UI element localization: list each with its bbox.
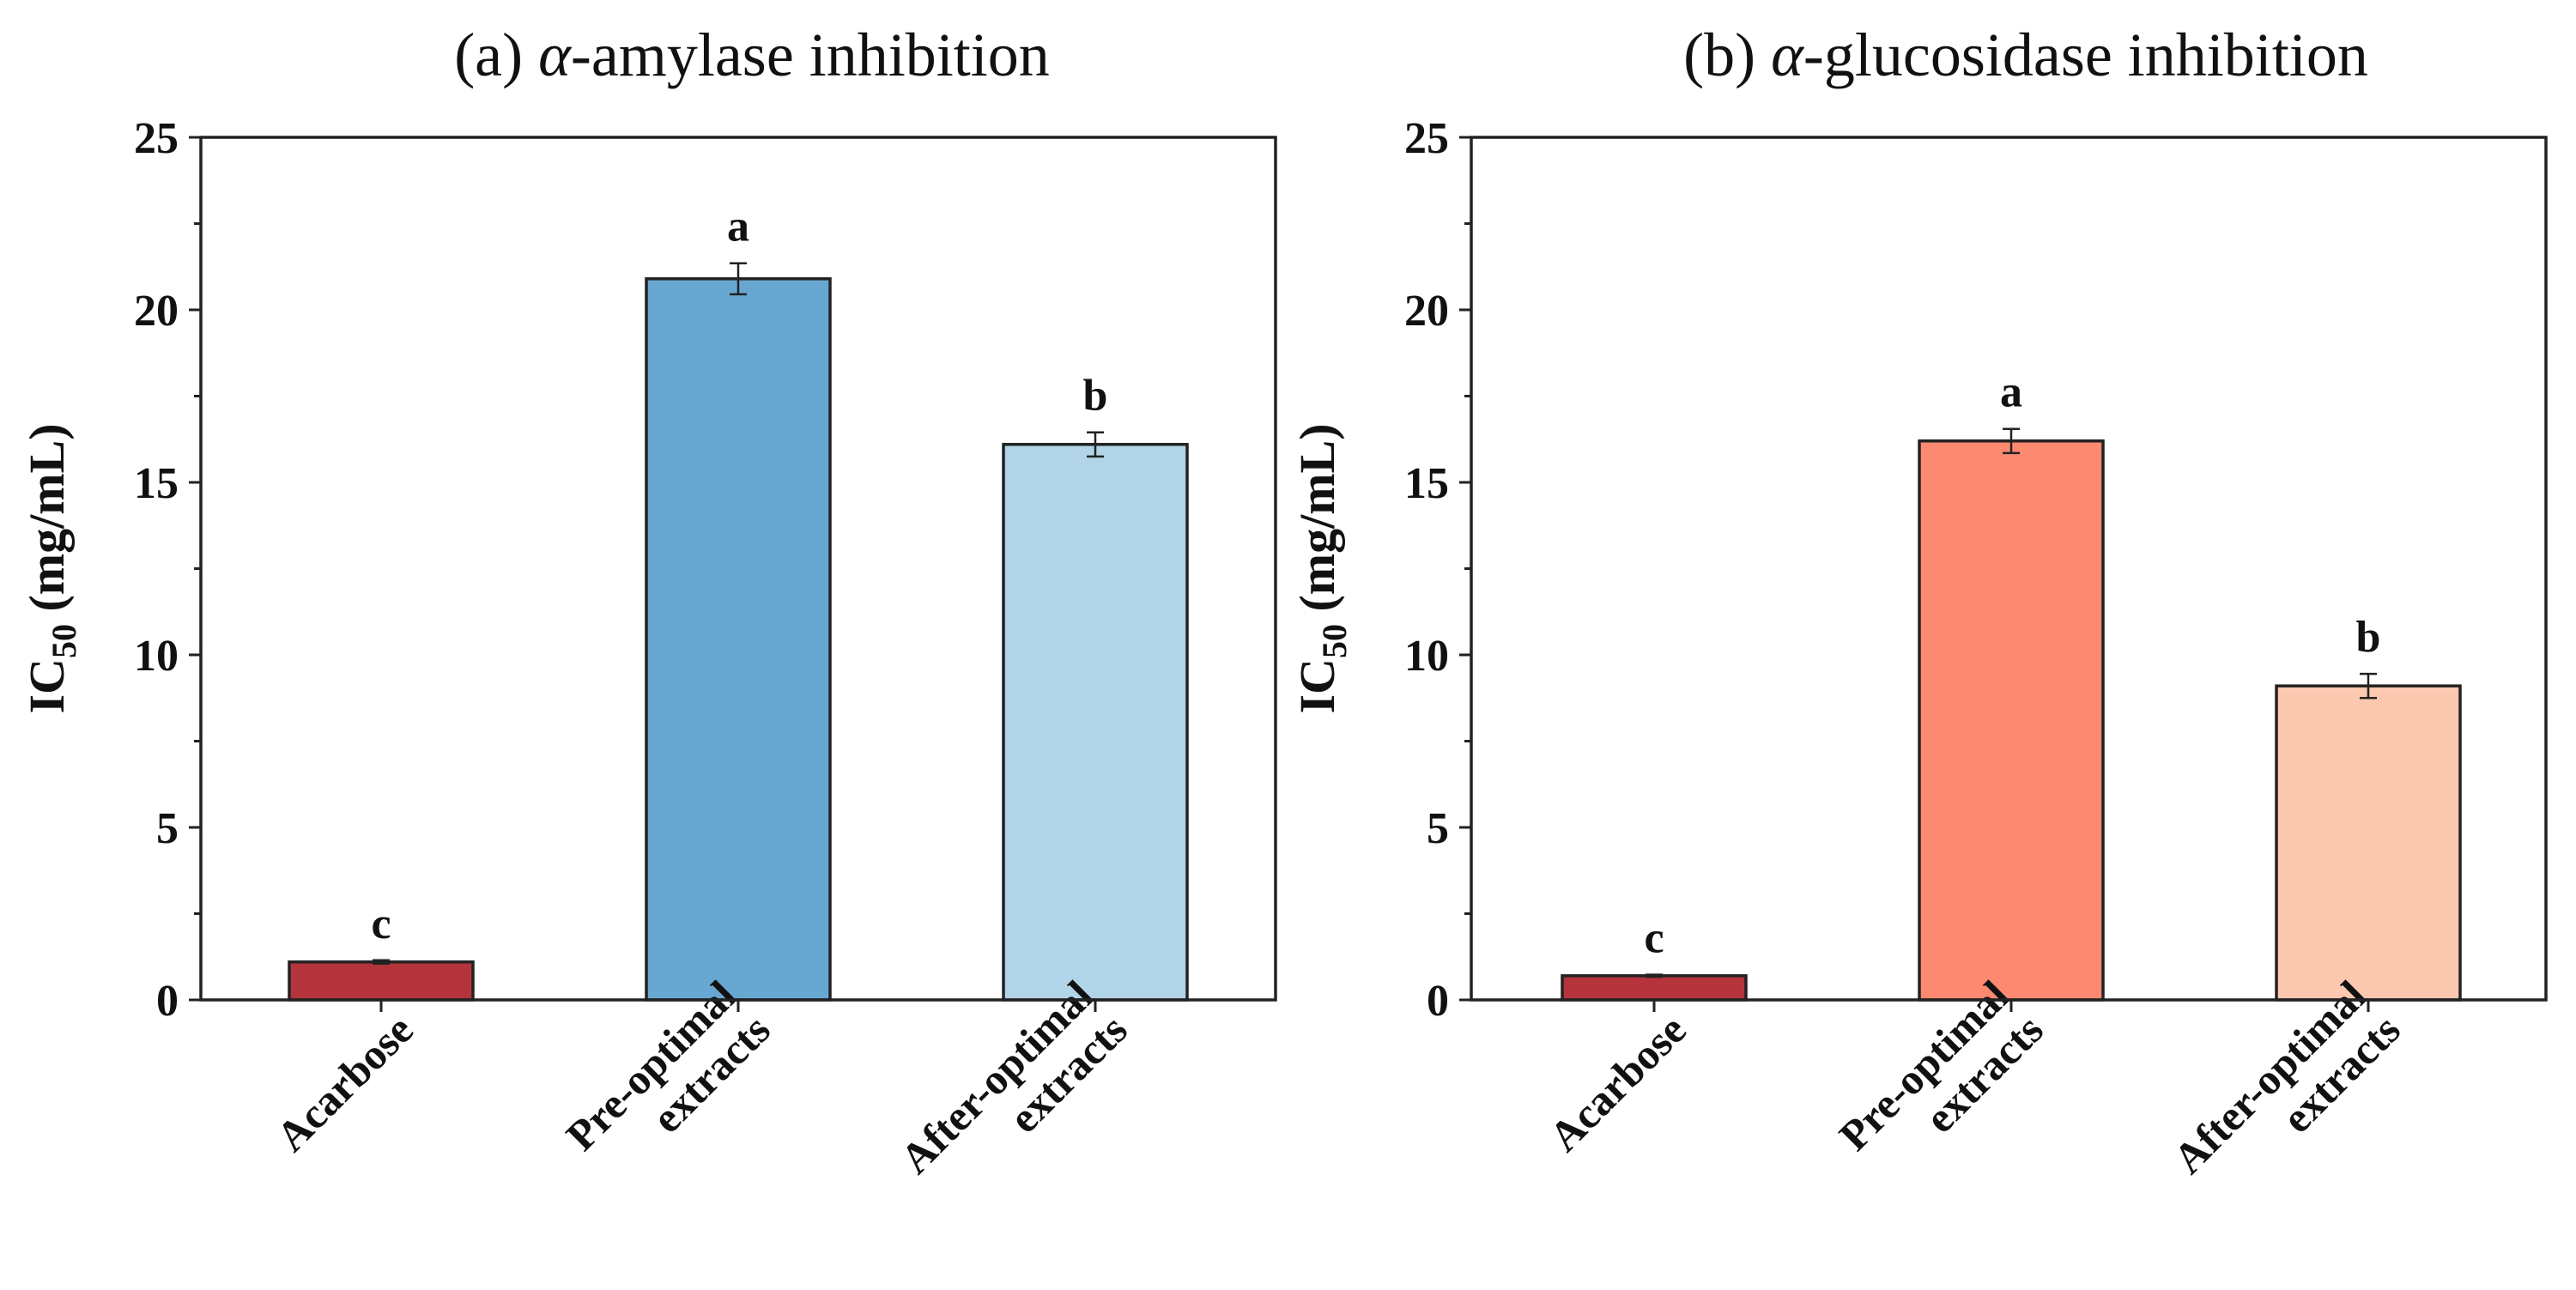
significance-letter-2: b	[2356, 613, 2381, 662]
y-tick-label: 10	[1404, 632, 1449, 681]
chart-title: (a) α-amylase inhibition	[454, 21, 1050, 89]
x-category-line: Acarbose	[267, 1005, 422, 1160]
y-tick-label: 25	[1404, 114, 1449, 163]
x-category-label-2: After-optimalextracts	[2164, 972, 2409, 1217]
chart-title-prefix: (a)	[454, 21, 538, 89]
y-tick-label: 5	[156, 804, 179, 853]
x-category-label-1: Pre-optimalextracts	[557, 972, 779, 1194]
chart-title-prefix: (b)	[1683, 21, 1771, 89]
chart-title-alpha: α	[538, 21, 572, 89]
error-bar-2	[1087, 431, 1104, 458]
y-tick-label: 20	[134, 287, 179, 336]
error-bar-0	[373, 959, 390, 966]
y-axis-label-sub: 50	[1315, 624, 1354, 658]
significance-letter-1: a	[2000, 368, 2022, 417]
significance-letter-2: b	[1083, 372, 1108, 421]
y-tick-label: 0	[156, 977, 179, 1026]
y-tick-label: 0	[1427, 977, 1449, 1026]
x-category-label-0: Acarbose	[1540, 1005, 1695, 1160]
y-axis-label-unit: (mg/mL)	[19, 423, 75, 624]
bar-1	[645, 277, 832, 1002]
x-category-line: Acarbose	[1540, 1005, 1695, 1160]
y-tick-label: 25	[134, 114, 179, 163]
chart-title-rest: -glucosidase inhibition	[1803, 21, 2368, 89]
plot-frame	[1470, 136, 2548, 1002]
x-category-label-1: Pre-optimalextracts	[1830, 972, 2052, 1194]
error-bar-2	[2360, 672, 2377, 700]
significance-letter-1: a	[727, 203, 749, 251]
bar-2	[2275, 684, 2462, 1002]
y-tick-label: 20	[1404, 287, 1449, 336]
chart-title-rest: -amylase inhibition	[571, 21, 1050, 89]
plot-frame	[199, 136, 1277, 1002]
y-axis-label-sub: 50	[45, 624, 83, 658]
x-category-label-0: Acarbose	[267, 1005, 422, 1160]
y-axis-label-main: IC	[19, 658, 75, 713]
y-tick-label: 10	[134, 632, 179, 681]
bar-2	[1002, 443, 1189, 1002]
y-axis-label: IC50 (mg/mL)	[1289, 423, 1354, 713]
chart-title-alpha: α	[1771, 21, 1804, 89]
y-tick-label: 15	[1404, 459, 1449, 508]
bar-0	[288, 960, 475, 1002]
chart-panel-0: (a) α-amylase inhibition IC50 (mg/mL) c a b 0…	[19, 21, 1277, 1217]
y-axis-label: IC50 (mg/mL)	[19, 423, 83, 713]
y-axis-label-unit: (mg/mL)	[1289, 423, 1345, 624]
significance-letter-0: c	[1644, 914, 1664, 963]
chart-title: (b) α-glucosidase inhibition	[1683, 21, 2368, 89]
bar-0	[1561, 974, 1748, 1002]
error-bar-1	[730, 262, 747, 296]
error-bar-0	[1646, 973, 1663, 978]
significance-letter-0: c	[371, 899, 391, 948]
y-tick-label: 5	[1427, 804, 1449, 853]
bar-1	[1918, 439, 2105, 1002]
x-category-label-2: After-optimalextracts	[891, 972, 1136, 1217]
y-axis-label-main: IC	[1289, 658, 1345, 713]
y-tick-label: 15	[134, 459, 179, 508]
error-bar-1	[2003, 427, 2020, 455]
